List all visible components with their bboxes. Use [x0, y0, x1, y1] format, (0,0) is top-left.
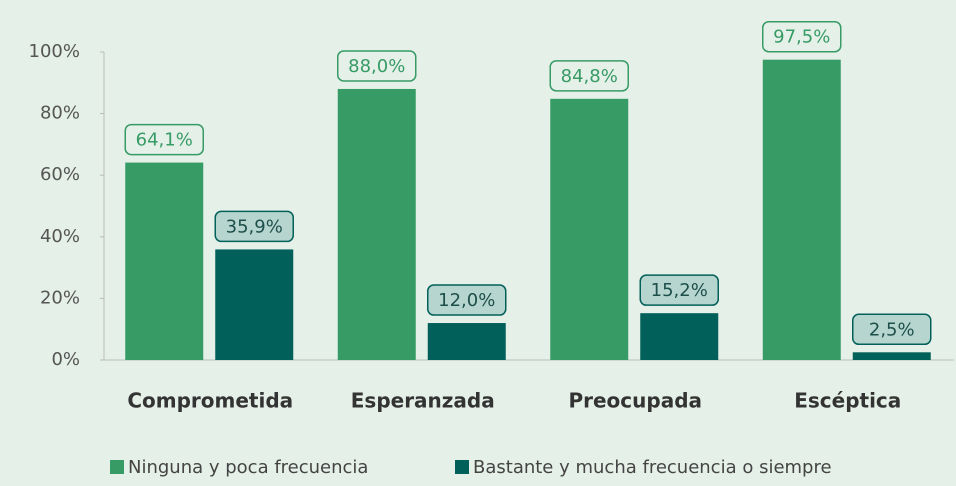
bar	[215, 249, 294, 360]
y-tick-label: 20%	[40, 287, 80, 308]
bar	[550, 98, 629, 360]
legend-label: Ninguna y poca frecuencia	[128, 457, 368, 478]
data-label-box	[762, 20, 842, 53]
legend-swatch	[110, 460, 124, 474]
data-label-box	[639, 274, 719, 306]
data-label-box	[427, 284, 507, 316]
legend-label: Bastante y mucha frecuencia o siempre	[473, 457, 832, 478]
y-tick-label: 80%	[40, 103, 80, 124]
data-label-box	[124, 123, 204, 156]
legend-swatch	[455, 460, 469, 474]
data-label-box	[214, 210, 294, 243]
data-label-box	[337, 50, 417, 82]
y-tick-label: 100%	[29, 41, 80, 62]
y-tick-label: 60%	[40, 164, 80, 185]
y-tick-label: 0%	[51, 349, 80, 370]
data-label: 64,1%	[136, 130, 193, 151]
y-tick-label: 40%	[40, 226, 80, 247]
bar	[337, 88, 416, 361]
data-label-box	[852, 313, 932, 346]
data-label-box	[549, 60, 629, 92]
data-label: 97,5%	[773, 27, 830, 48]
data-label: 84,8%	[561, 66, 618, 87]
data-label: 88,0%	[348, 56, 405, 77]
x-tick-label: Esperanzada	[351, 389, 495, 413]
data-label: 2,5%	[869, 319, 915, 340]
bar	[762, 59, 841, 360]
x-tick-label: Preocupada	[568, 389, 702, 413]
data-label: 35,9%	[226, 216, 283, 237]
data-label: 15,2%	[651, 280, 708, 301]
bar	[852, 352, 931, 360]
x-tick-label: Comprometida	[127, 389, 293, 413]
data-label: 12,0%	[438, 290, 495, 311]
bar	[125, 162, 204, 360]
bar	[427, 323, 506, 360]
x-tick-label: Escéptica	[794, 389, 901, 413]
bar	[640, 313, 719, 360]
